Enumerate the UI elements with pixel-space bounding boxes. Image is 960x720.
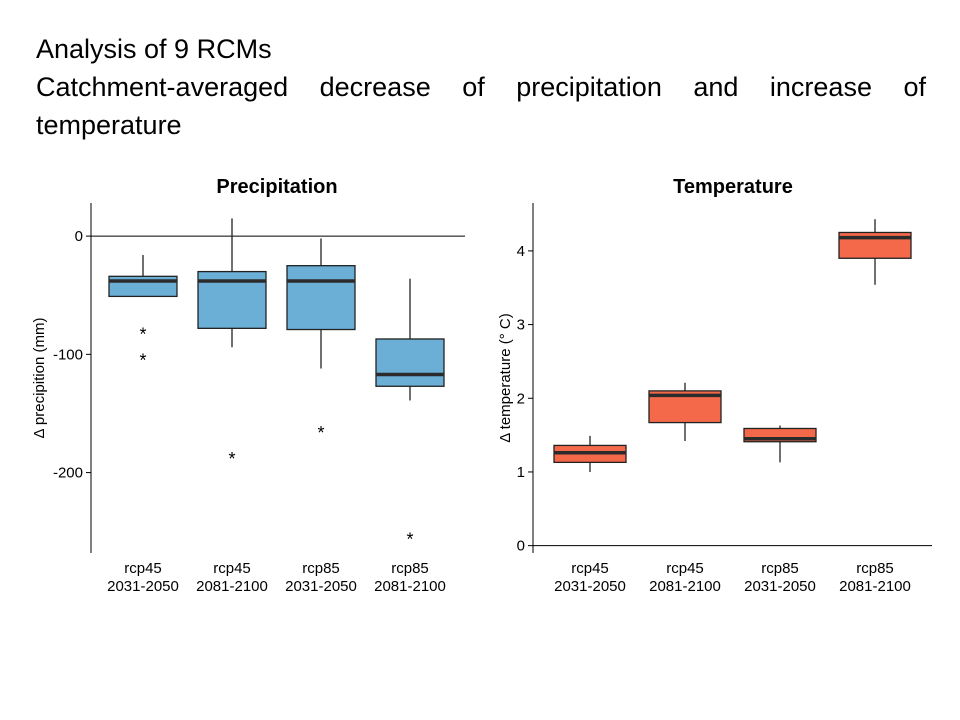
temp-y-tick-label: 0 xyxy=(517,538,525,555)
temp-category-period: 2031-2050 xyxy=(744,578,816,595)
precip-category-period: 2081-2100 xyxy=(196,578,268,595)
heading-line-1: Analysis of 9 RCMs xyxy=(36,34,272,64)
outlier-marker: * xyxy=(228,449,235,469)
slide-heading: Analysis of 9 RCMs Catchment-averaged de… xyxy=(36,30,926,144)
precip-box-2: * xyxy=(197,218,267,469)
precip-y-tick-label: -100 xyxy=(53,346,83,363)
temp-category-period: 2031-2050 xyxy=(554,578,626,595)
precip-y-tick-label: 0 xyxy=(75,228,83,245)
outlier-marker: * xyxy=(406,529,413,549)
temp-y-axis-label: Δ temperature (° C) xyxy=(497,313,514,442)
temp-box-1 xyxy=(553,435,627,472)
temp-category-period: 2081-2100 xyxy=(839,578,911,595)
temp-category-label: rcp45 xyxy=(666,560,704,577)
precip-category-period: 2081-2100 xyxy=(374,578,446,595)
temp-box-3 xyxy=(743,425,817,463)
temp-plot: Temperature 0 1 2 3 4 Δ temperature (° C) rcp45… xyxy=(497,176,932,595)
precip-plot: Precipitation 0 -100 -200 Δ precipition (mm)… xyxy=(31,176,465,595)
precip-category-label: rcp45 xyxy=(213,560,251,577)
precip-category-label: rcp45 xyxy=(124,560,162,577)
heading-line-3: temperature xyxy=(36,110,182,140)
outlier-marker: * xyxy=(139,351,146,371)
precip-category-label: rcp85 xyxy=(302,560,340,577)
temp-category-label: rcp45 xyxy=(571,560,609,577)
temp-category-label: rcp85 xyxy=(761,560,799,577)
outlier-marker: * xyxy=(317,423,324,443)
precip-chart-title: Precipitation xyxy=(216,176,337,198)
temp-box-4 xyxy=(838,219,912,285)
precip-category-period: 2031-2050 xyxy=(107,578,179,595)
temp-category-period: 2081-2100 xyxy=(649,578,721,595)
precip-category-period: 2031-2050 xyxy=(285,578,357,595)
precip-box-3: * xyxy=(286,238,356,443)
heading-line-2: Catchment-averaged decrease of precipita… xyxy=(36,72,926,102)
temp-category-label: rcp85 xyxy=(856,560,894,577)
iqr-box xyxy=(375,338,445,387)
precip-box-4: * xyxy=(375,278,445,549)
precip-y-tick-label: -200 xyxy=(53,465,83,482)
temp-y-tick-label: 1 xyxy=(517,464,525,481)
temp-y-tick-label: 4 xyxy=(517,243,525,260)
temp-y-tick-label: 3 xyxy=(517,317,525,334)
precip-category-label: rcp85 xyxy=(391,560,429,577)
precip-box-1: ** xyxy=(108,255,178,371)
temp-chart-title: Temperature xyxy=(673,176,793,198)
iqr-box xyxy=(286,265,356,331)
temp-y-tick-label: 2 xyxy=(517,390,525,407)
temp-box-2 xyxy=(648,382,722,441)
outlier-marker: * xyxy=(139,325,146,345)
precip-y-axis-label: Δ precipition (mm) xyxy=(31,318,48,439)
